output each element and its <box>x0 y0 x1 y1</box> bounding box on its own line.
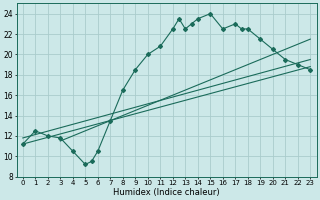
X-axis label: Humidex (Indice chaleur): Humidex (Indice chaleur) <box>113 188 220 197</box>
